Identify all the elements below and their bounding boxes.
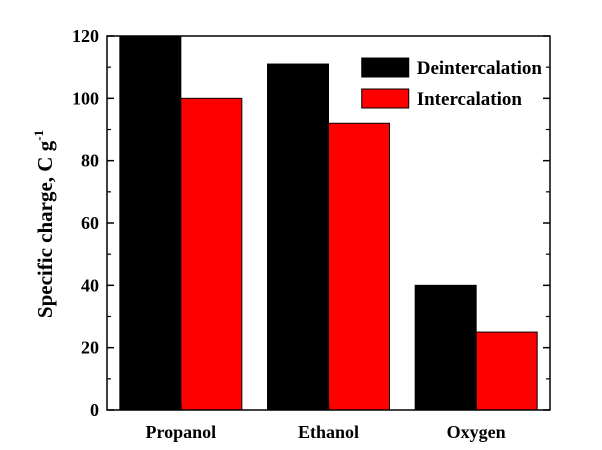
legend-swatch-deintercalation [361, 57, 410, 78]
bar-intercalation-oxygen [475, 331, 538, 411]
legend-label-intercalation: Intercalation [417, 89, 523, 110]
legend-label-deintercalation: Deintercalation [417, 58, 543, 79]
bar-deintercalation-ethanol [267, 63, 329, 411]
bar-deintercalation-propanol [119, 35, 182, 411]
x-tick-label-ethanol: Ethanol [298, 422, 359, 442]
legend: Deintercalation Intercalation [361, 57, 543, 110]
y-tick-label-40: 40 [81, 275, 99, 295]
legend-swatch-intercalation [361, 88, 410, 109]
axes-group: Propanol Ethanol Oxygen 0 20 40 60 80 100 120 [72, 26, 551, 442]
bar-intercalation-propanol [180, 97, 243, 411]
y-tick-label-80: 80 [81, 151, 99, 171]
x-tick-label-propanol: Propanol [145, 422, 216, 442]
bar-intercalation-ethanol [328, 122, 390, 411]
y-tick-label-100: 100 [72, 88, 99, 108]
y-tick-label-60: 60 [81, 213, 99, 233]
x-tick-label-oxygen: Oxygen [447, 422, 506, 442]
y-tick-label-120: 120 [72, 26, 99, 46]
y-axis-title-superscript: -1 [31, 130, 46, 141]
y-axis-title-text: Specific charge, C g [33, 140, 57, 318]
bar-deintercalation-oxygen [414, 284, 477, 411]
y-tick-label-20: 20 [81, 338, 99, 358]
y-tick-label-0: 0 [90, 400, 99, 420]
y-axis-title: Specific charge, C g-1 [31, 130, 57, 318]
bars-group [119, 35, 538, 411]
